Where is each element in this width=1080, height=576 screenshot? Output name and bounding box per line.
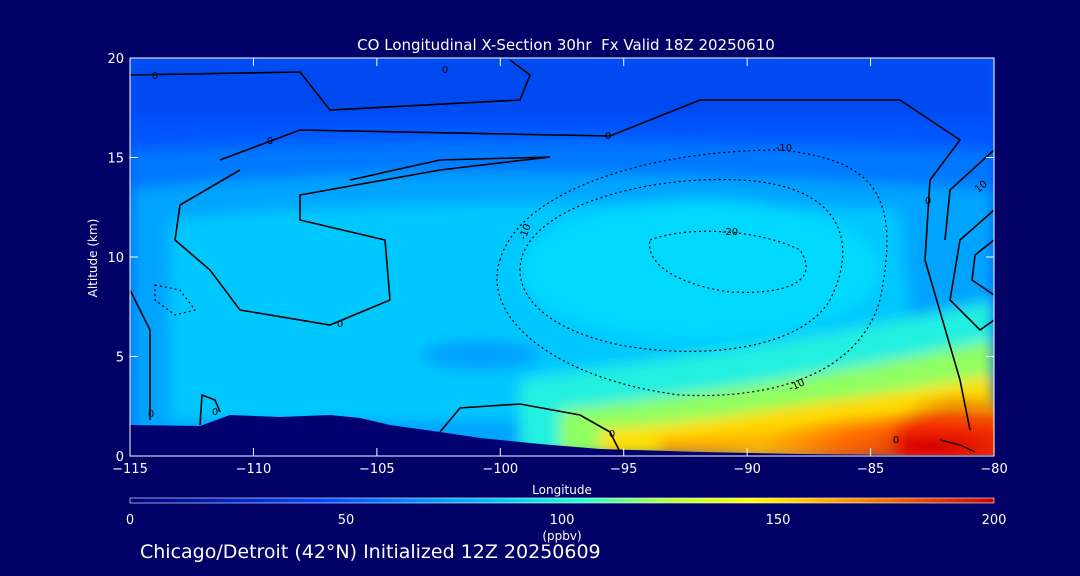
co-concentration-field [130,58,994,456]
colorbar-tick-label: 150 [766,513,791,528]
y-tick-label: 5 [116,351,124,366]
contour-label: 0 [605,131,611,142]
colorbar-unit-label: (ppbv) [542,529,581,543]
colorbar-tick-label: 200 [982,513,1007,528]
y-axis-label: Altitude (km) [86,219,100,298]
y-tick-label: 10 [107,251,124,266]
x-tick-label: −100 [482,462,518,477]
contour-label: 0 [148,409,154,420]
colorbar-ticks: 0 50 100 150 200 [126,513,1007,528]
x-tick-label: −80 [980,462,1007,477]
contour-label: -20 [722,227,738,238]
contour-label: 0 [212,407,218,418]
contour-label: 0 [267,136,273,147]
contour-label: -10 [776,143,792,154]
colorbar [129,497,995,504]
colorbar-tick-label: 50 [338,513,355,528]
chart-title: CO Longitudinal X-Section 30hr Fx Valid … [357,36,775,54]
contour-label: 0 [893,435,899,446]
x-tick-label: −95 [610,462,637,477]
contour-label: 0 [609,429,615,440]
x-tick-label: −85 [857,462,884,477]
x-tick-label: −105 [359,462,395,477]
y-tick-label: 15 [107,152,124,167]
contour-label: -10 [518,223,534,242]
contour-label: 0 [337,319,343,330]
x-tick-label: −110 [236,462,272,477]
axes: −115 −110 −105 −100 −95 −90 −85 −80 0 5 10 15 20 [107,52,1007,477]
caption: Chicago/Detroit (42°N) Initialized 12Z 2… [140,541,601,563]
contour-label: 0 [442,65,448,76]
x-axis-label: Longitude [532,483,592,497]
x-tick-label: −90 [733,462,760,477]
x-tick-label: −115 [112,462,148,477]
contour-label: 0 [152,71,158,82]
y-tick-label: 0 [116,450,124,465]
colorbar-tick-label: 0 [126,513,134,528]
y-tick-label: 20 [107,52,124,67]
contour-label: 0 [925,196,931,207]
negative-contour-lines [154,149,888,397]
colorbar-tick-label: 100 [550,513,575,528]
contour-lines [130,59,994,453]
